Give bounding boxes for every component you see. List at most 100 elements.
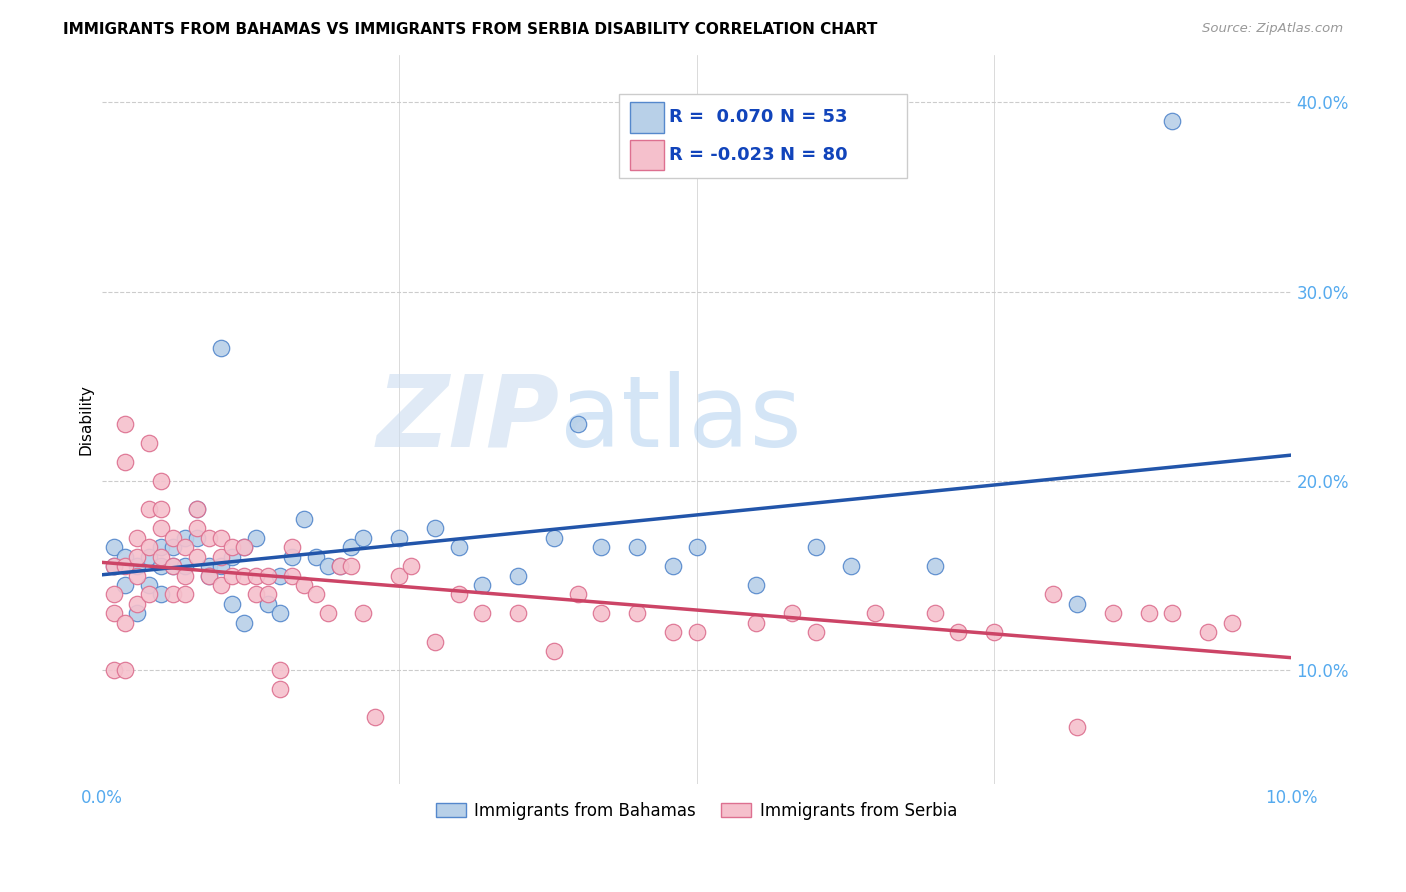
Point (506, 607, 529, 621)
Point (329, 559, 352, 574)
Point (804, 540, 827, 554)
Point (150, 474, 173, 488)
Point (591, 540, 613, 554)
Point (685, 625, 707, 640)
Point (138, 502, 160, 516)
Text: R = -0.023: R = -0.023 (669, 145, 775, 163)
Point (174, 559, 197, 574)
Point (221, 568, 243, 582)
Point (209, 531, 232, 545)
Point (114, 578, 136, 592)
Point (150, 587, 173, 601)
Point (863, 607, 886, 621)
Point (197, 568, 219, 582)
Point (209, 549, 232, 564)
Point (138, 540, 160, 554)
Point (1220, 615, 1243, 630)
Point (162, 540, 184, 554)
Point (292, 578, 315, 592)
Point (114, 549, 136, 564)
Point (150, 540, 173, 554)
Point (281, 540, 304, 554)
Point (340, 559, 363, 574)
Point (506, 568, 529, 582)
Point (257, 587, 280, 601)
Point (150, 521, 173, 535)
Point (316, 559, 339, 574)
Point (388, 568, 411, 582)
Point (127, 531, 149, 545)
Point (114, 615, 136, 630)
Text: N = 53: N = 53 (780, 109, 848, 127)
Point (1042, 587, 1064, 601)
Point (1137, 607, 1160, 621)
Text: Source: ZipAtlas.com: Source: ZipAtlas.com (1202, 22, 1343, 36)
Point (804, 625, 827, 640)
Point (103, 559, 125, 574)
Point (150, 549, 173, 564)
Point (127, 559, 149, 574)
Point (1066, 720, 1088, 734)
Point (399, 559, 422, 574)
Point (114, 663, 136, 677)
Point (103, 663, 125, 677)
Point (221, 597, 243, 611)
Point (626, 607, 648, 621)
Text: IMMIGRANTS FROM BAHAMAS VS IMMIGRANTS FROM SERBIA DISABILITY CORRELATION CHART: IMMIGRANTS FROM BAHAMAS VS IMMIGRANTS FR… (63, 22, 877, 37)
Point (114, 559, 136, 574)
Point (174, 540, 197, 554)
Point (924, 559, 946, 574)
Point (221, 540, 243, 554)
Point (1066, 597, 1088, 611)
Point (245, 531, 267, 545)
Point (983, 625, 1005, 640)
Point (103, 607, 125, 621)
Point (269, 568, 291, 582)
Point (292, 512, 315, 526)
Point (924, 607, 946, 621)
Point (281, 549, 304, 564)
Text: R =  0.070: R = 0.070 (669, 109, 773, 127)
Point (1197, 625, 1219, 640)
Point (305, 549, 328, 564)
Point (150, 502, 173, 516)
Point (948, 625, 970, 640)
Point (745, 578, 768, 592)
Point (186, 549, 208, 564)
Point (233, 615, 256, 630)
Point (209, 578, 232, 592)
Point (661, 625, 683, 640)
Point (543, 531, 565, 545)
Point (197, 531, 219, 545)
Point (269, 682, 291, 697)
Point (114, 455, 136, 469)
Point (269, 607, 291, 621)
Point (329, 559, 352, 574)
Point (340, 540, 363, 554)
Point (281, 568, 304, 582)
Point (186, 521, 208, 535)
Point (162, 559, 184, 574)
Point (567, 417, 589, 432)
Point (209, 559, 232, 574)
Point (257, 568, 280, 582)
Point (591, 607, 613, 621)
Point (447, 587, 470, 601)
Legend: Immigrants from Bahamas, Immigrants from Serbia: Immigrants from Bahamas, Immigrants from… (429, 795, 963, 826)
Point (197, 559, 219, 574)
Point (221, 549, 243, 564)
Point (233, 540, 256, 554)
Point (233, 568, 256, 582)
Point (543, 644, 565, 658)
Point (352, 531, 374, 545)
Point (233, 540, 256, 554)
Point (197, 568, 219, 582)
Point (245, 568, 267, 582)
Point (138, 436, 160, 450)
Point (103, 540, 125, 554)
Point (127, 597, 149, 611)
Point (423, 635, 446, 649)
Point (364, 710, 387, 724)
Point (316, 607, 339, 621)
Point (685, 540, 707, 554)
